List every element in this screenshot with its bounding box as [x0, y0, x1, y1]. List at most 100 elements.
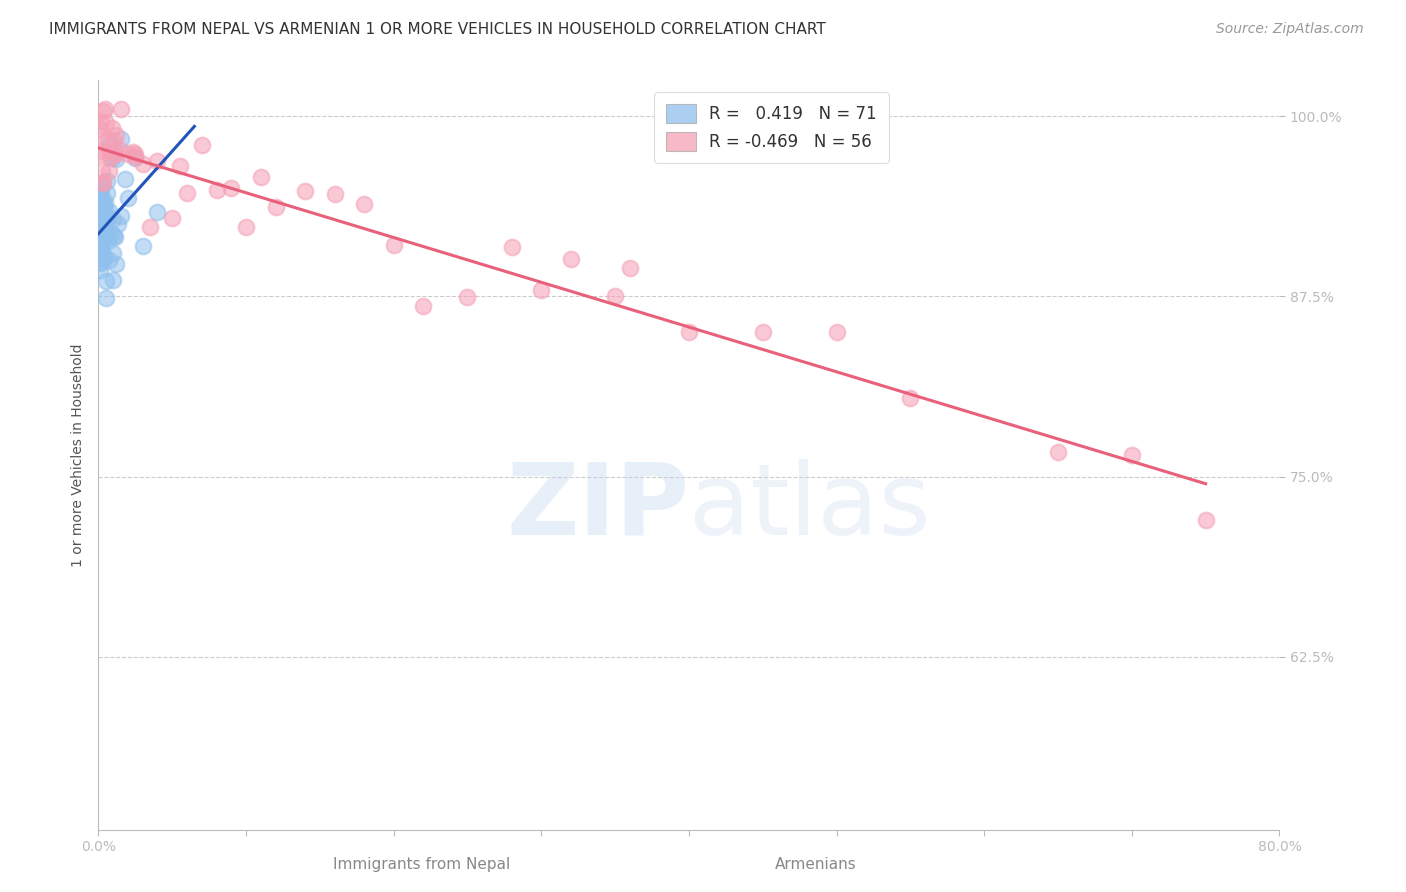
Point: [103, 228, 125, 243]
Point: [91, 219, 114, 233]
Point: [96, 211, 118, 226]
Point: [90, 190, 112, 204]
Point: [107, 142, 129, 156]
Point: [91, 233, 114, 247]
Point: [89, 122, 111, 136]
Point: [103, 245, 125, 260]
Point: [93, 102, 115, 116]
Point: [89, 231, 111, 245]
Point: [146, 204, 169, 219]
Point: [91, 176, 114, 190]
Point: [117, 147, 139, 161]
Point: [169, 159, 191, 173]
Point: [93, 228, 115, 243]
Point: [91, 249, 114, 263]
Point: [90, 252, 112, 266]
Point: [900, 391, 922, 405]
Point: [176, 186, 198, 200]
Point: [93, 195, 115, 210]
Point: [104, 229, 127, 244]
Point: [90, 250, 112, 264]
Point: [91, 178, 114, 193]
Point: [96, 174, 118, 188]
Point: [100, 151, 122, 165]
Point: [100, 120, 122, 135]
Point: [146, 154, 169, 169]
Point: [89, 234, 111, 248]
Point: [90, 219, 112, 233]
Point: [501, 240, 523, 254]
Point: [90, 221, 112, 235]
Point: [94, 274, 117, 288]
Point: [560, 252, 582, 267]
Point: [382, 238, 405, 252]
Point: [110, 132, 132, 146]
Point: [91, 209, 114, 223]
Point: [89, 190, 111, 204]
Point: [93, 251, 115, 265]
Y-axis label: 1 or more Vehicles in Household: 1 or more Vehicles in Household: [70, 343, 84, 566]
Point: [94, 195, 117, 210]
Point: [101, 211, 124, 226]
Point: [122, 145, 145, 160]
Point: [235, 219, 257, 234]
Point: [162, 211, 183, 225]
Point: [105, 152, 128, 166]
Point: [605, 289, 627, 303]
Point: [105, 146, 128, 161]
Point: [89, 251, 111, 265]
Point: [91, 208, 114, 222]
Point: [110, 102, 132, 116]
Point: [97, 252, 120, 267]
Point: [97, 132, 120, 146]
Point: [825, 326, 848, 340]
Point: [323, 186, 346, 201]
Point: [94, 291, 117, 305]
Point: [91, 248, 114, 262]
Point: [117, 191, 139, 205]
Point: [91, 224, 114, 238]
Point: [678, 326, 700, 340]
Point: [90, 241, 112, 255]
Point: [101, 273, 124, 287]
Point: [89, 145, 111, 159]
Point: [191, 138, 214, 153]
Point: [250, 169, 273, 184]
Legend: R =   0.419   N = 71, R = -0.469   N = 56: R = 0.419 N = 71, R = -0.469 N = 56: [654, 93, 889, 162]
Point: [132, 239, 155, 253]
Point: [90, 185, 112, 199]
Point: [124, 146, 146, 161]
Point: [89, 220, 111, 235]
Point: [89, 263, 111, 277]
Point: [90, 219, 112, 234]
Point: [98, 144, 121, 158]
Point: [91, 164, 114, 178]
Point: [94, 115, 117, 129]
Point: [97, 234, 120, 248]
Point: [90, 211, 112, 225]
Point: [353, 197, 375, 211]
Text: IMMIGRANTS FROM NEPAL VS ARMENIAN 1 OR MORE VEHICLES IN HOUSEHOLD CORRELATION CH: IMMIGRANTS FROM NEPAL VS ARMENIAN 1 OR M…: [49, 22, 825, 37]
Text: atlas: atlas: [689, 458, 931, 556]
Point: [124, 151, 146, 165]
Point: [90, 207, 112, 221]
Point: [752, 326, 775, 340]
Text: ZIP: ZIP: [506, 458, 689, 556]
Point: [89, 196, 111, 211]
Point: [1121, 448, 1143, 462]
Point: [98, 137, 121, 152]
Point: [89, 236, 111, 251]
Point: [294, 184, 316, 198]
Point: [139, 220, 162, 235]
Point: [619, 261, 641, 276]
Point: [530, 284, 553, 298]
Point: [89, 198, 111, 212]
Point: [89, 131, 111, 145]
Point: [89, 210, 111, 224]
Point: [264, 201, 287, 215]
Point: [457, 290, 479, 304]
Point: [98, 204, 121, 219]
Point: [110, 210, 132, 224]
Point: [91, 175, 114, 189]
Point: [105, 257, 128, 271]
